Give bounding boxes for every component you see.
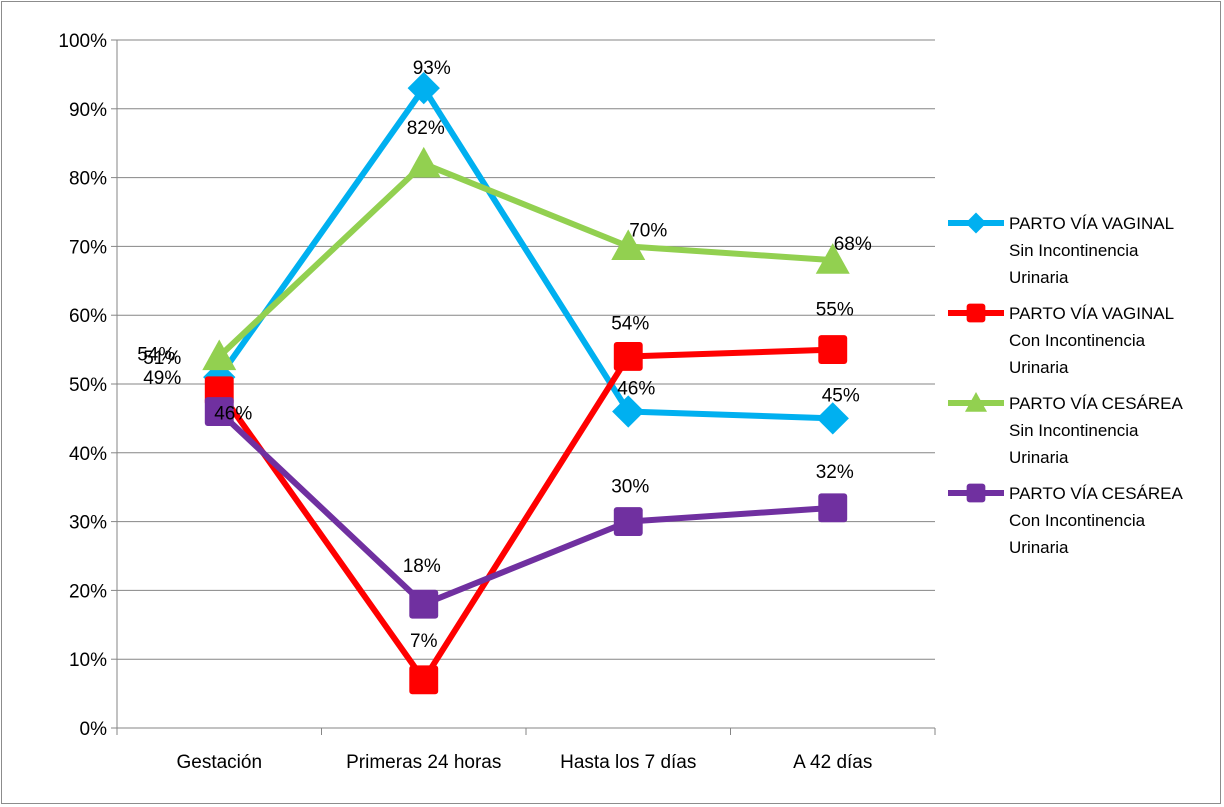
series-line (216, 346, 833, 683)
data-point (613, 507, 643, 537)
y-tick-label: 0% (80, 719, 108, 740)
data-label: 54% (137, 344, 175, 365)
x-tick-label: Gestación (176, 752, 262, 773)
y-tick-label: 30% (69, 513, 107, 534)
legend: PARTO VÍA VAGINAL Sin Incontinencia Urinar… (948, 212, 1184, 557)
data-point (406, 146, 441, 178)
data-point (818, 493, 848, 523)
data-label: 55% (816, 300, 854, 321)
y-tick-label: 40% (69, 444, 107, 465)
series-line (216, 85, 833, 422)
data-label: 49% (143, 368, 181, 389)
data-label: 32% (816, 462, 854, 483)
legend-label: Urinaria (1009, 538, 1069, 557)
data-point (816, 402, 849, 435)
data-label: 45% (822, 385, 860, 406)
y-tick-label: 50% (69, 375, 107, 396)
data-point (202, 339, 237, 371)
legend-marker (965, 392, 987, 412)
legend-item-4: PARTO VÍA CESÁREA Con Incontinencia Urinar… (948, 483, 1184, 557)
legend-label: PARTO VÍA VAGINAL (1009, 304, 1174, 323)
data-label: 46% (214, 404, 252, 425)
y-tick-label: 100% (58, 31, 107, 52)
data-point (409, 665, 439, 695)
data-point (611, 229, 646, 260)
legend-label: Urinaria (1009, 268, 1069, 287)
axes: 0% 10% 20% 30% 40% 50% 60% 70% 80% 90% 100% Gestaci… (58, 31, 936, 773)
series-layer (202, 72, 850, 695)
series-4 (204, 397, 848, 619)
legend-label: PARTO VÍA CESÁREA (1009, 394, 1184, 413)
data-label: 18% (403, 556, 441, 577)
data-point (204, 397, 234, 426)
data-label: 7% (410, 631, 438, 652)
series-3 (202, 146, 850, 371)
legend-label: Urinaria (1009, 358, 1069, 377)
y-tick-label: 80% (69, 169, 107, 190)
y-tick-label: 60% (69, 306, 107, 327)
series-2 (204, 335, 848, 695)
data-point (409, 589, 439, 619)
legend-label: Con Incontinencia (1009, 331, 1146, 350)
legend-label: PARTO VÍA VAGINAL (1009, 214, 1174, 233)
data-labels: 51% 93% 46% 45% 49% 7% 54% 55% 54% 82% 70% 68% 46% 18… (137, 58, 872, 652)
y-tick-label: 10% (69, 650, 107, 671)
legend-label: Sin Incontinencia (1009, 421, 1139, 440)
data-label: 70% (629, 220, 667, 241)
x-tick-label: Primeras 24 horas (346, 752, 501, 773)
data-label: 30% (611, 477, 649, 498)
data-label: 46% (617, 379, 655, 400)
y-tick-label: 20% (69, 581, 107, 602)
legend-marker (966, 303, 986, 323)
y-tick-label: 90% (69, 100, 107, 121)
legend-item-3: PARTO VÍA CESÁREA Sin Incontinencia Urinar… (948, 392, 1184, 467)
x-tick-label: Hasta los 7 días (560, 752, 696, 773)
data-label: 68% (834, 234, 872, 255)
legend-label: Con Incontinencia (1009, 511, 1146, 530)
legend-label: Sin Incontinencia (1009, 241, 1139, 260)
data-label: 82% (407, 118, 445, 139)
legend-label: PARTO VÍA CESÁREA (1009, 484, 1184, 503)
data-point (613, 342, 643, 371)
y-tick-label: 70% (69, 237, 107, 258)
data-point (612, 395, 645, 428)
data-label: 54% (611, 313, 649, 334)
series-line (217, 409, 833, 608)
x-tick-label: A 42 días (793, 752, 872, 773)
data-label: 51% (143, 348, 181, 369)
legend-item-1: PARTO VÍA VAGINAL Sin Incontinencia Urinar… (948, 212, 1174, 287)
legend-label: Urinaria (1009, 448, 1069, 467)
legend-marker (966, 483, 986, 503)
legend-marker (965, 212, 987, 234)
legend-item-2: PARTO VÍA VAGINAL Con Incontinencia Urinar… (948, 303, 1174, 377)
data-point (407, 72, 440, 105)
gridlines (117, 39, 935, 660)
data-point (818, 335, 848, 365)
data-point (815, 243, 850, 274)
series-line (217, 160, 833, 359)
data-label: 93% (413, 58, 451, 79)
